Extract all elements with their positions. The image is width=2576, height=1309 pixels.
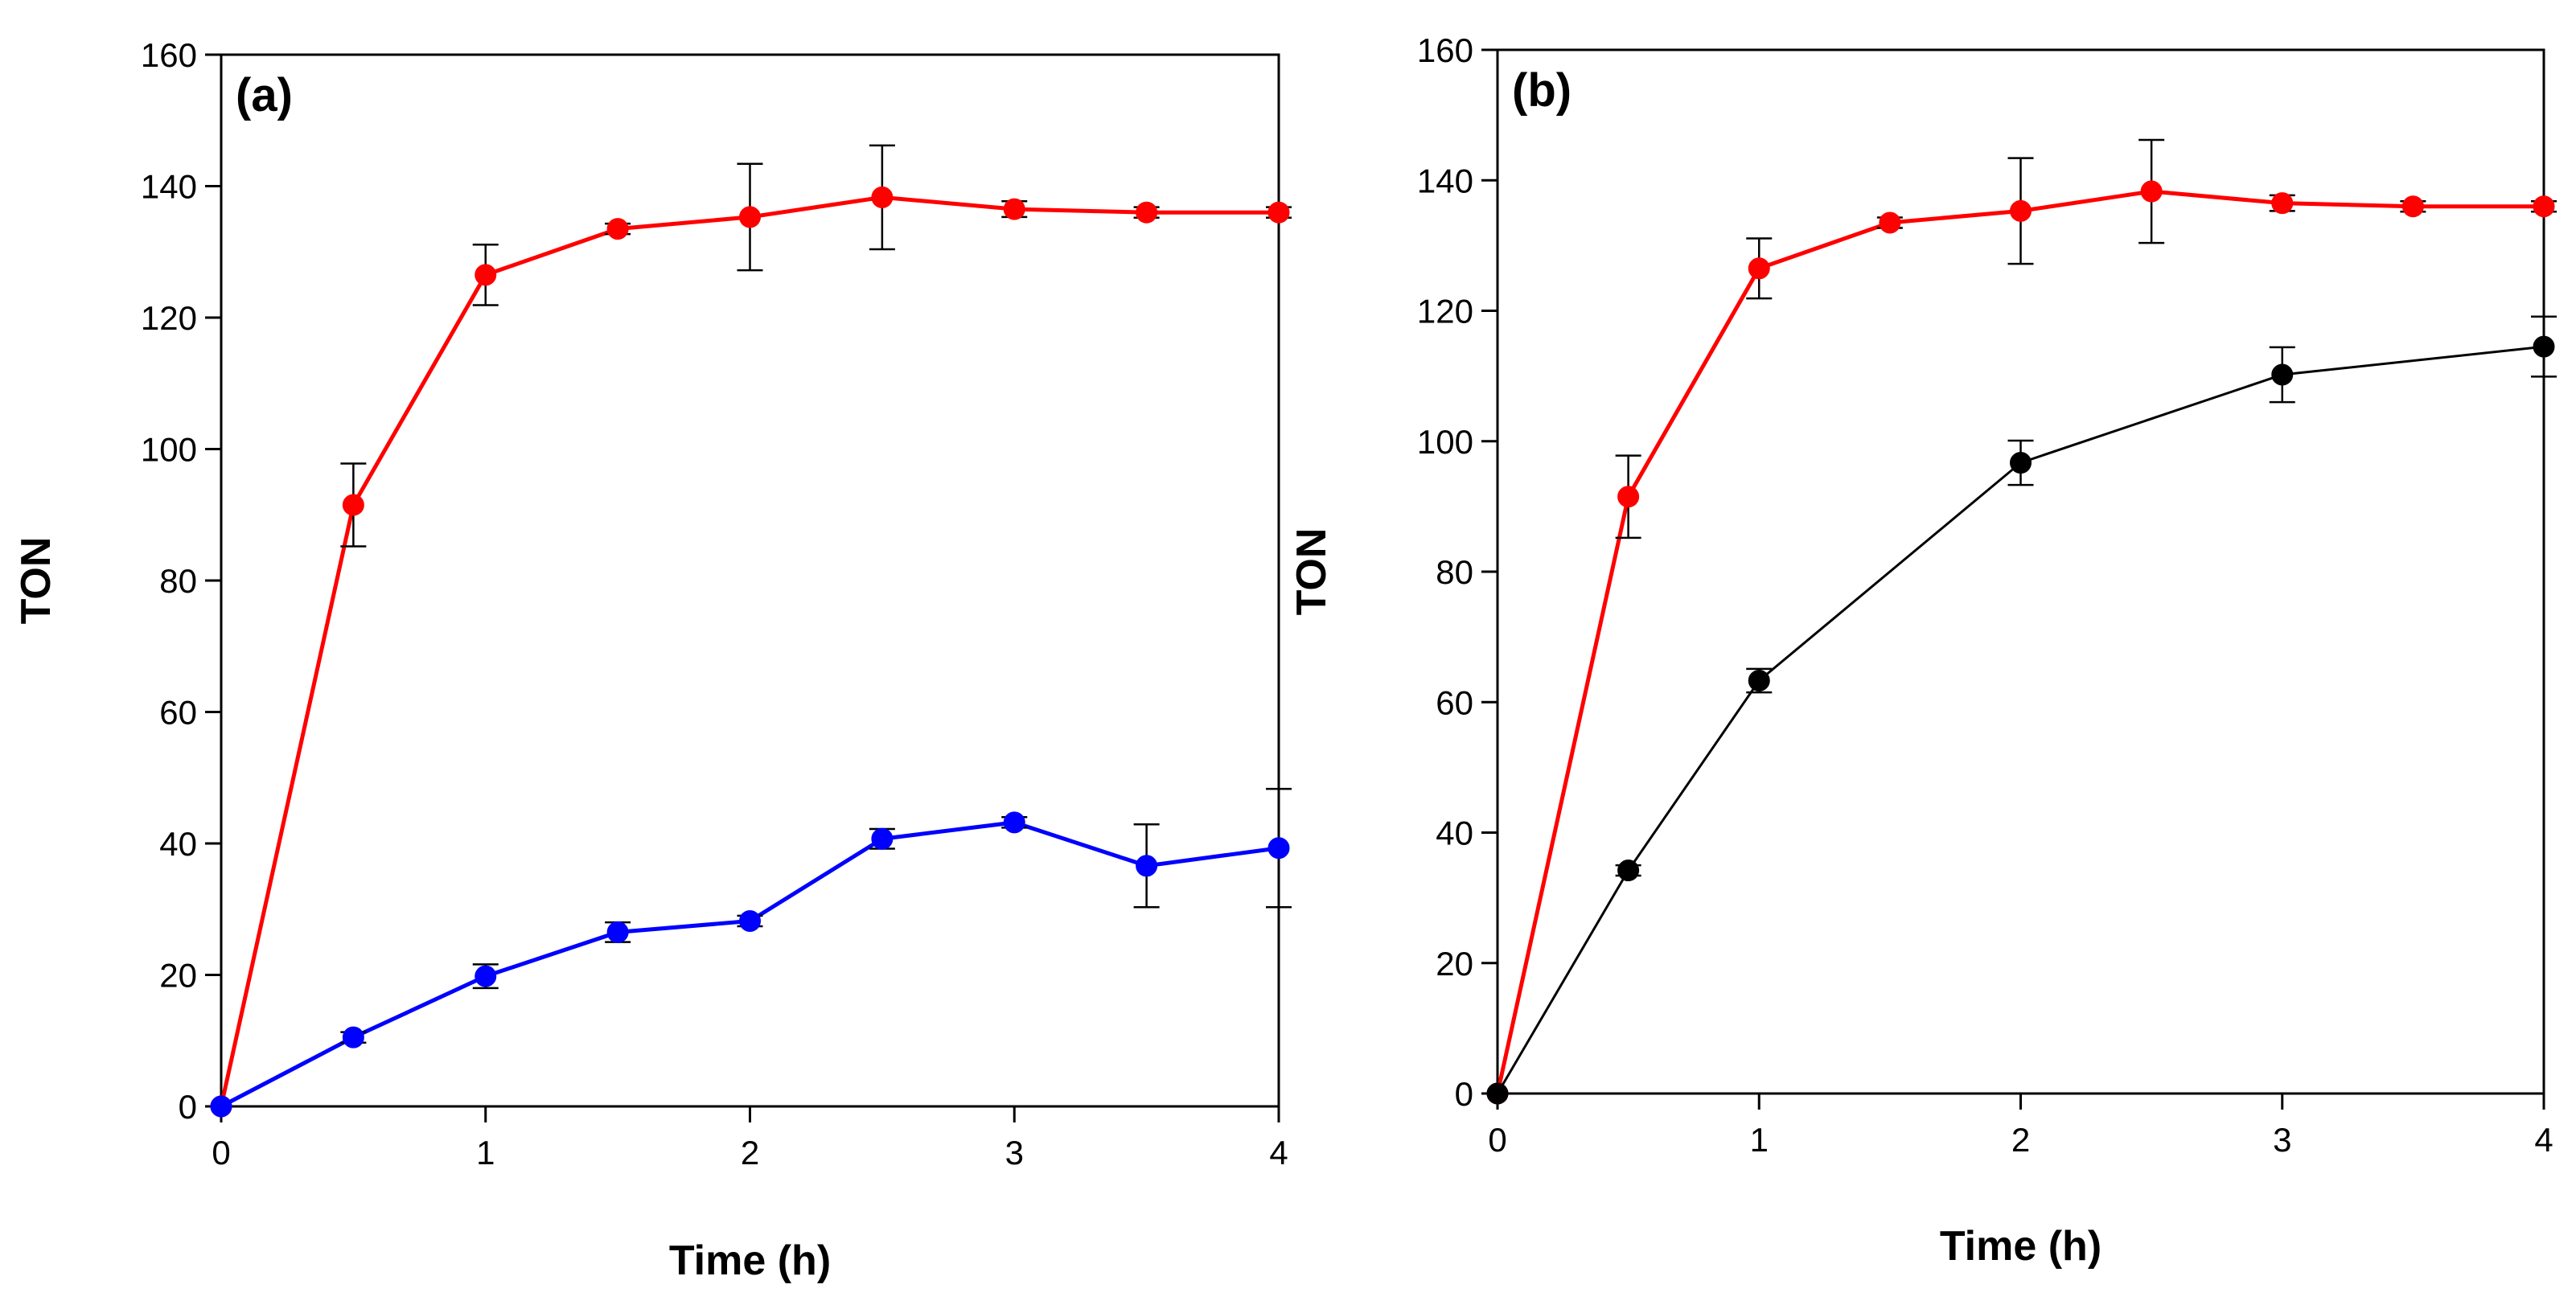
series-line-blue [220, 820, 1280, 1109]
series-red [210, 144, 1292, 1118]
y-axis-title: TON [13, 537, 60, 625]
data-point [2140, 180, 2163, 203]
data-point [2401, 195, 2424, 218]
y-tick-label: 160 [141, 36, 197, 74]
panel-label: (a) [236, 69, 293, 121]
y-tick-label: 120 [1417, 293, 1473, 330]
y-tick-label: 100 [141, 431, 197, 469]
y-tick-label: 80 [159, 562, 197, 600]
data-point [475, 264, 497, 286]
series-blue [210, 787, 1292, 1118]
x-tick-label: 1 [1750, 1121, 1769, 1159]
y-tick-label: 0 [1455, 1075, 1473, 1113]
x-axis-title: Time (h) [669, 1237, 831, 1284]
panel-a: 0 20 40 60 80 100 120 140 160 0 1 2 3 4 Time (h) TON (a) [13, 36, 1292, 1284]
data-point [1136, 855, 1158, 877]
data-point [210, 1095, 232, 1118]
x-tick-label: 4 [2534, 1121, 2553, 1159]
y-tick-label: 100 [1417, 423, 1473, 461]
x-tick-label: 2 [741, 1134, 759, 1172]
data-point [1617, 486, 1640, 508]
series-red [1486, 138, 2557, 1105]
x-tick-label: 3 [2273, 1121, 2291, 1159]
data-point [739, 206, 761, 228]
x-tick-label: 2 [2011, 1121, 2030, 1159]
data-point [1748, 257, 1770, 280]
data-point [2010, 452, 2032, 474]
data-point [1136, 201, 1158, 224]
data-point [2010, 199, 2032, 222]
data-point [2271, 192, 2294, 215]
y-tick-label: 80 [1436, 553, 1473, 591]
y-tick-label: 20 [1436, 945, 1473, 983]
data-point [1267, 837, 1290, 860]
data-point [1748, 669, 1770, 691]
y-tick-label: 40 [1436, 815, 1473, 852]
y-tick-label: 140 [141, 168, 197, 206]
data-point [2533, 335, 2555, 358]
data-point [871, 186, 894, 208]
y-tick-label: 160 [1417, 31, 1473, 69]
x-tick-label: 4 [1269, 1134, 1288, 1172]
x-tick-label: 0 [212, 1134, 230, 1172]
data-point [1267, 201, 1290, 224]
y-tick-label: 60 [1436, 683, 1473, 721]
series-black [1486, 315, 2557, 1105]
y-tick-label: 20 [159, 957, 197, 995]
data-point [606, 218, 629, 240]
x-tick-label: 0 [1488, 1121, 1506, 1159]
series-line-red [1495, 189, 2544, 1094]
y-tick-label: 140 [1417, 162, 1473, 199]
y-tick-label: 60 [159, 694, 197, 732]
panel-b: 0 20 40 60 80 100 120 140 160 0 1 2 3 4 Time (h) TON (b) [1288, 31, 2557, 1270]
data-point [475, 965, 497, 987]
x-tick-label: 3 [1005, 1134, 1024, 1172]
y-axis-title: TON [1288, 528, 1335, 616]
x-axis-title: Time (h) [1940, 1223, 2101, 1270]
data-point [1003, 811, 1025, 834]
data-point [2533, 195, 2555, 218]
data-point [342, 494, 364, 516]
y-tick-label: 40 [159, 825, 197, 863]
data-point [1879, 211, 1901, 234]
series-line-black [1496, 345, 2545, 1094]
series-line-red [219, 195, 1279, 1107]
data-point [1003, 198, 1025, 220]
data-point [2271, 363, 2294, 386]
data-point [1486, 1082, 1509, 1105]
y-tick-label: 0 [179, 1088, 197, 1126]
data-point [739, 909, 761, 932]
data-point [342, 1026, 364, 1048]
x-tick-label: 1 [476, 1134, 495, 1172]
y-tick-label: 120 [141, 299, 197, 337]
data-point [1617, 860, 1640, 882]
data-point [871, 827, 894, 850]
data-point [606, 921, 629, 943]
panel-label: (b) [1512, 64, 1571, 117]
